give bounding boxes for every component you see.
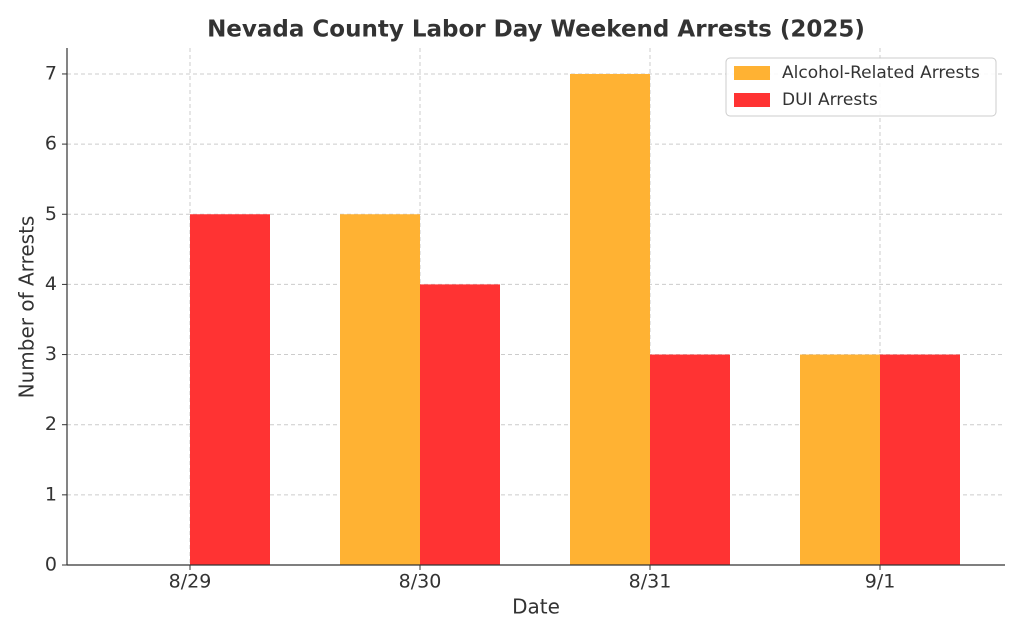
legend-swatch [734, 93, 770, 107]
y-tick-label: 4 [45, 273, 57, 295]
x-axis-label: Date [512, 595, 560, 619]
x-tick-label: 9/1 [865, 571, 896, 593]
legend-label: Alcohol-Related Arrests [782, 63, 980, 83]
legend-label: DUI Arrests [782, 90, 878, 110]
bar [650, 354, 730, 565]
bar [800, 354, 880, 565]
y-tick-label: 7 [45, 62, 57, 84]
x-tick-label: 8/29 [169, 571, 212, 593]
x-tick-label: 8/31 [629, 571, 672, 593]
y-tick-label: 6 [45, 133, 57, 155]
bar [340, 214, 420, 566]
x-tick-label: 8/30 [399, 571, 442, 593]
chart-title: Nevada County Labor Day Weekend Arrests … [207, 17, 865, 43]
bar [880, 354, 960, 565]
bar [190, 214, 270, 566]
y-tick-label: 1 [45, 483, 57, 505]
bar [570, 73, 650, 565]
legend-swatch [734, 66, 770, 80]
legend-box [725, 57, 997, 117]
y-tick-label: 2 [45, 413, 57, 435]
bar [420, 284, 500, 565]
y-axis-label: Number of Arrests [15, 216, 39, 399]
y-tick-label: 3 [45, 343, 57, 365]
y-tick-label: 0 [45, 554, 57, 576]
y-tick-label: 5 [45, 203, 57, 225]
